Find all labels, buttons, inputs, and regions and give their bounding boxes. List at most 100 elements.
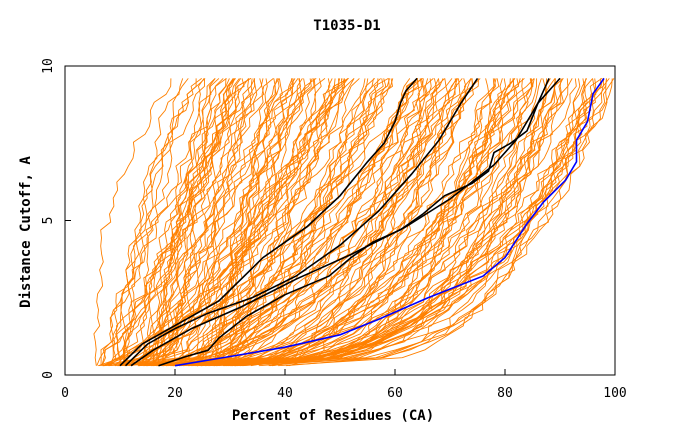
model-curve <box>157 78 235 366</box>
model-curve <box>101 78 302 366</box>
model-curve <box>109 78 458 367</box>
model-curve <box>172 78 463 367</box>
plot-area <box>64 65 616 376</box>
model-curve <box>237 78 446 367</box>
model-curve <box>117 78 613 367</box>
x-tick-label: 60 <box>387 386 403 401</box>
model-curve <box>239 78 548 367</box>
model-curve <box>178 78 535 367</box>
x-tick-label: 0 <box>61 386 69 401</box>
model-curve <box>216 78 453 367</box>
model-curve <box>110 78 264 366</box>
model-curve <box>186 78 381 367</box>
y-tick-label: 5 <box>41 217 56 225</box>
model-curve <box>162 78 341 367</box>
model-curve <box>163 78 516 367</box>
model-curve <box>188 78 577 367</box>
model-curve <box>170 78 564 367</box>
model-curve <box>230 78 472 367</box>
model-curve <box>228 78 516 367</box>
model-curve <box>120 78 184 366</box>
model-curve <box>108 78 393 367</box>
model-curve <box>144 78 326 366</box>
model-curve <box>146 78 610 367</box>
model-curve <box>175 78 355 367</box>
model-curve <box>197 78 429 367</box>
model-curve <box>179 78 573 367</box>
model-curve <box>183 78 496 367</box>
model-curve <box>101 78 256 366</box>
model-curve <box>205 78 615 367</box>
model-curve <box>173 78 515 367</box>
model-curve <box>172 78 524 367</box>
model-curve <box>138 78 424 367</box>
model-curve <box>222 78 525 367</box>
model-curve <box>139 78 343 366</box>
model-curve <box>229 78 500 367</box>
y-axis-title: Distance Cutoff, A <box>18 156 34 308</box>
model-curve <box>178 78 345 367</box>
y-tick-label: 0 <box>41 371 56 379</box>
x-tick-label: 80 <box>497 386 513 401</box>
x-axis-title: Percent of Residues (CA) <box>232 408 434 424</box>
x-tick-label: 20 <box>167 386 183 401</box>
chart-title: T1035-D1 <box>313 18 380 34</box>
model-curve <box>109 78 253 366</box>
model-curve <box>98 78 369 367</box>
model-curve <box>214 78 283 366</box>
model-curve <box>196 78 565 367</box>
model-curve <box>123 78 202 366</box>
highlight-series-group <box>119 77 605 367</box>
series-line-black-1 <box>119 77 418 367</box>
model-curve <box>131 78 349 367</box>
model-curve <box>102 78 597 367</box>
model-curve <box>166 78 340 367</box>
model-curve <box>173 78 440 367</box>
model-curve <box>152 78 588 367</box>
model-curve <box>194 78 533 367</box>
model-curve <box>152 78 294 366</box>
model-curve <box>121 78 206 366</box>
x-tick-label: 40 <box>277 386 293 401</box>
model-curve <box>198 78 303 366</box>
model-curve <box>162 78 556 367</box>
model-curve <box>103 78 374 367</box>
model-curve <box>216 78 542 367</box>
series-line-blue <box>174 77 605 367</box>
series-line-black-4 <box>158 77 561 367</box>
model-curve <box>190 78 389 367</box>
model-curve <box>114 78 423 367</box>
model-curve <box>162 78 265 366</box>
model-curve <box>161 78 418 367</box>
model-curve <box>156 78 604 367</box>
model-curve <box>145 78 252 366</box>
y-tick-label: 10 <box>41 58 56 74</box>
model-curve <box>124 78 472 367</box>
model-curve <box>125 78 303 366</box>
x-tick-label: 100 <box>603 386 626 401</box>
model-curve <box>93 78 172 366</box>
model-curve <box>235 78 602 367</box>
model-curve <box>103 78 315 367</box>
model-curve <box>231 78 608 367</box>
model-curve <box>153 78 216 366</box>
model-curve <box>181 78 355 366</box>
model-curve <box>103 78 424 367</box>
model-curve <box>128 78 434 367</box>
model-curve <box>231 78 532 367</box>
series-line-black-3 <box>130 78 550 367</box>
x-axis: 0 20 40 60 80 100 <box>61 369 627 401</box>
y-axis: 0 5 10 <box>41 58 71 379</box>
model-curve <box>201 78 432 367</box>
model-curve <box>107 78 197 367</box>
model-curve <box>139 78 205 366</box>
model-curve <box>191 78 603 367</box>
model-curve <box>219 78 411 367</box>
model-curve <box>196 78 556 367</box>
model-curve <box>198 78 312 366</box>
model-curve <box>272 78 503 367</box>
series-line-black-2 <box>124 77 479 367</box>
model-curve <box>132 78 331 367</box>
